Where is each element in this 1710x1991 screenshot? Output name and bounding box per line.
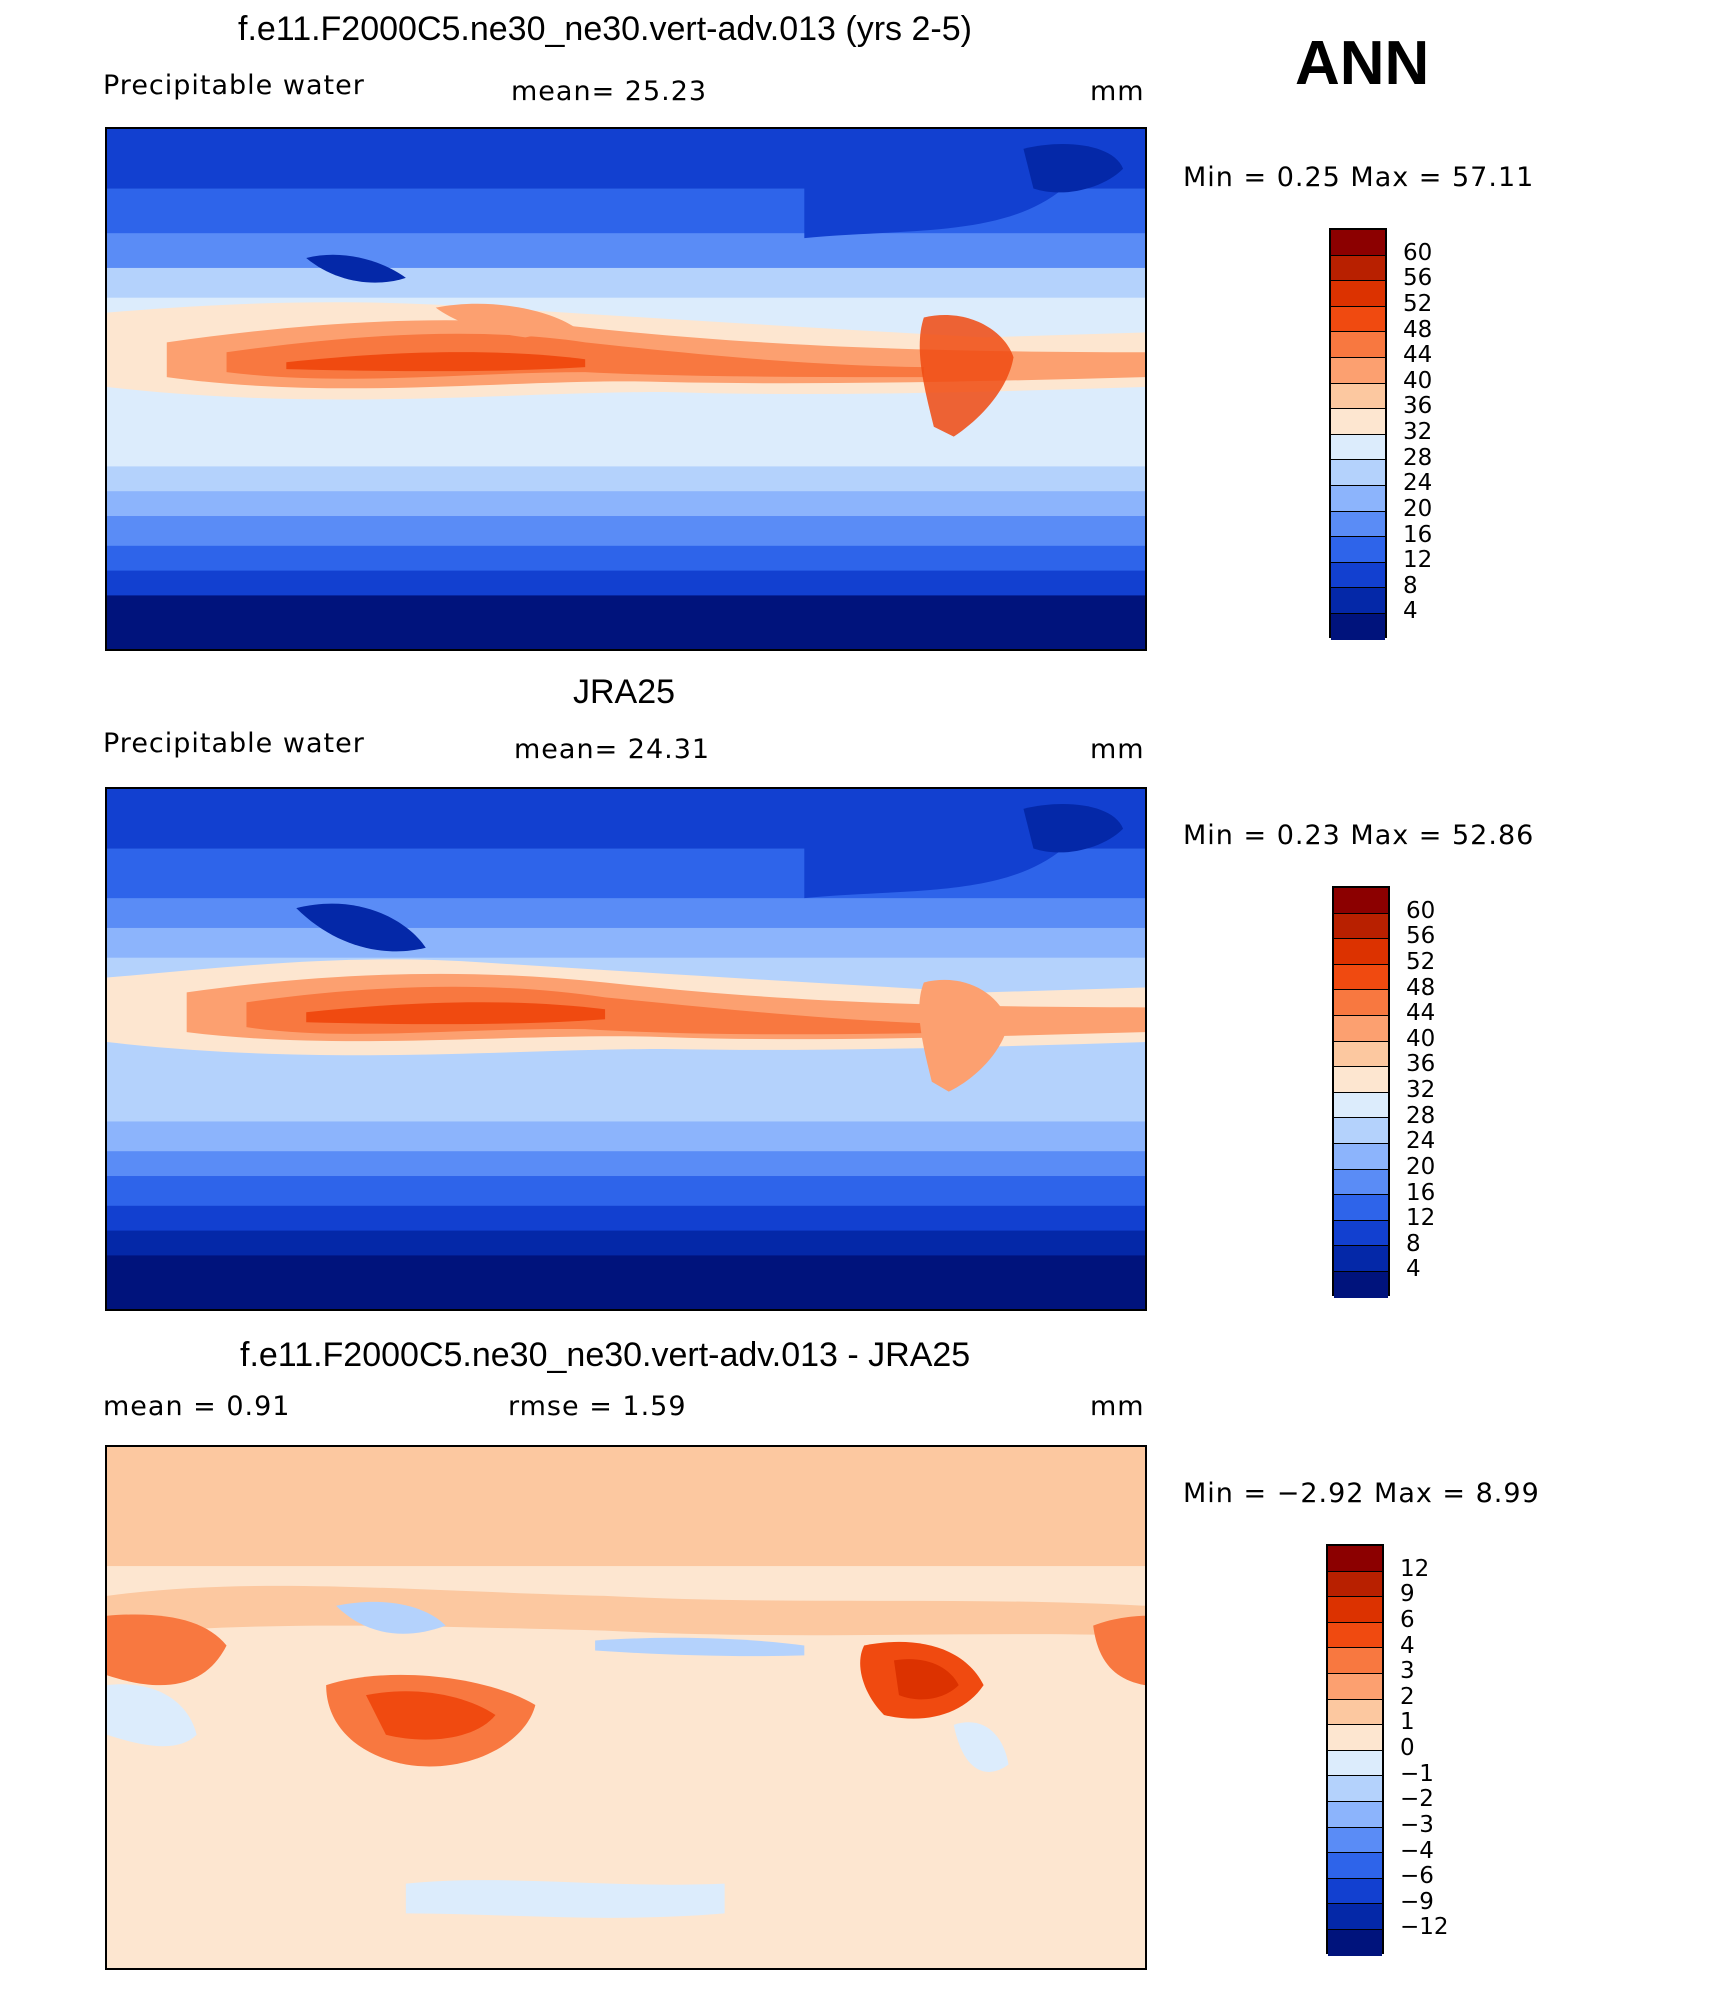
panel-3-units: mm [1090, 1391, 1145, 1422]
panel-1-variable-label: Precipitable water [103, 70, 365, 101]
colorbar-tick-label: 12 [1403, 547, 1433, 574]
colorbar-tick-label: −12 [1400, 1914, 1449, 1941]
colorbar-tick-label: 12 [1406, 1205, 1436, 1232]
panel-2-map [105, 787, 1147, 1311]
colorbar-tick-label: 56 [1406, 923, 1436, 950]
colorbar-tick-label: 12 [1400, 1555, 1430, 1582]
panel-2-minmax: Min = 0.23 Max = 52.86 [1183, 820, 1535, 851]
colorbar-tick-label: 60 [1406, 897, 1436, 924]
colorbar-tick-label: 52 [1403, 290, 1433, 317]
colorbar-tick-label: 3 [1400, 1658, 1415, 1685]
colorbar-tick-label: 20 [1403, 495, 1433, 522]
panel-2-mean-label: mean= 24.31 [514, 734, 711, 765]
colorbar-tick-label: 4 [1406, 1256, 1421, 1283]
colorbar-tick-label: 36 [1403, 393, 1433, 420]
colorbar-tick-label: 40 [1406, 1025, 1436, 1052]
panel-1-units: mm [1090, 76, 1145, 107]
colorbar-tick-label: 0 [1400, 1735, 1415, 1761]
panel-2-units: mm [1090, 734, 1145, 765]
colorbar-tick-label: 16 [1406, 1179, 1436, 1206]
colorbar-tick-label: 28 [1403, 444, 1433, 471]
colorbar-tick-label: −1 [1400, 1760, 1434, 1787]
colorbar-tick-label: 52 [1406, 948, 1436, 975]
colorbar-tick-label: 20 [1406, 1153, 1436, 1180]
panel-3-title: f.e11.F2000C5.ne30_ne30.vert-adv.013 - J… [240, 1336, 971, 1374]
season-label: ANN [1295, 29, 1430, 98]
colorbar-tick-label: 24 [1403, 470, 1433, 497]
colorbar-tick-label: −9 [1400, 1888, 1434, 1915]
colorbar-tick-label: −6 [1400, 1863, 1434, 1890]
panel-3-map [105, 1445, 1147, 1970]
colorbar-tick-label: 9 [1400, 1581, 1415, 1608]
colorbar-tick-label: 40 [1403, 367, 1433, 394]
colorbar-tick-label: 36 [1406, 1051, 1436, 1078]
panel-1-title: f.e11.F2000C5.ne30_ne30.vert-adv.013 (yr… [238, 10, 972, 48]
colorbar-tick-label: 24 [1406, 1128, 1436, 1155]
colorbar-tick-label: 8 [1403, 572, 1418, 599]
colorbar-tick-label: 60 [1403, 239, 1433, 266]
colorbar-tick-label: −3 [1400, 1811, 1434, 1838]
panel-1-colorbar [1329, 228, 1387, 640]
panel-3-mean-label: mean = 0.91 [103, 1391, 291, 1422]
panel-2-variable-label: Precipitable water [103, 728, 365, 759]
panel-3-colorbar [1326, 1544, 1384, 1956]
colorbar-tick-label: 2 [1400, 1683, 1415, 1710]
colorbar-tick-label: 48 [1403, 316, 1433, 343]
colorbar-tick-label: 6 [1400, 1606, 1415, 1633]
colorbar-tick-label: 16 [1403, 521, 1433, 548]
colorbar-tick-label: 48 [1406, 974, 1436, 1001]
colorbar-tick-label: −2 [1400, 1786, 1434, 1813]
panel-1-mean-label: mean= 25.23 [511, 76, 708, 107]
colorbar-tick-label: 56 [1403, 265, 1433, 292]
colorbar-tick-label: 1 [1400, 1709, 1415, 1736]
panel-3-minmax: Min = −2.92 Max = 8.99 [1183, 1478, 1540, 1509]
colorbar-tick-label: 32 [1406, 1077, 1436, 1103]
panel-1-minmax: Min = 0.25 Max = 57.11 [1183, 162, 1535, 193]
panel-3-rmse-label: rmse = 1.59 [508, 1391, 687, 1422]
colorbar-tick-label: 32 [1403, 419, 1433, 445]
colorbar-tick-label: 44 [1403, 342, 1433, 369]
colorbar-tick-label: 44 [1406, 1000, 1436, 1027]
panel-2-colorbar [1332, 886, 1390, 1298]
colorbar-tick-label: 8 [1406, 1230, 1421, 1257]
colorbar-tick-label: 4 [1403, 598, 1418, 625]
colorbar-tick-label: 4 [1400, 1632, 1415, 1659]
panel-2-title: JRA25 [573, 673, 676, 711]
colorbar-tick-label: 28 [1406, 1102, 1436, 1129]
colorbar-tick-label: −4 [1400, 1837, 1434, 1864]
panel-1-map [105, 127, 1147, 651]
